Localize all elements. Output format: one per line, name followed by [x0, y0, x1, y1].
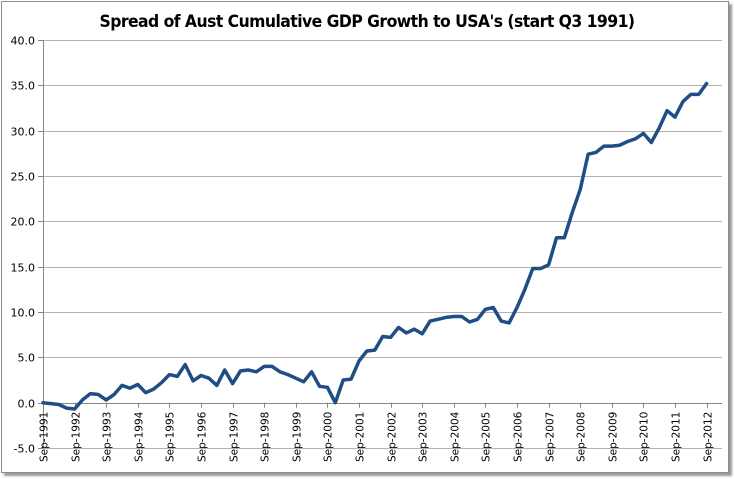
- y-tick-label: -5.0: [14, 443, 35, 456]
- y-tick-label: 30.0: [11, 126, 36, 139]
- x-tick-label: Sep-2009: [608, 412, 620, 462]
- x-tick-label: Sep-2002: [387, 412, 399, 462]
- y-tick-label: 5.0: [18, 352, 36, 365]
- y-axis-ticks: 40.0 35.0 30.0 25.0 20.0 15.0 10.0 5.0 0.0 -5.0: [11, 35, 43, 456]
- x-tick-label: Sep-2004: [450, 411, 462, 462]
- y-tick-label: 10.0: [11, 307, 36, 320]
- x-tick-label: Sep-1993: [102, 412, 114, 462]
- chart-frame: [1, 1, 729, 473]
- x-tick-label: Sep-2003: [418, 412, 430, 462]
- x-tick-label: Sep-2005: [481, 412, 493, 462]
- x-tick-label: Sep-1991: [39, 412, 51, 462]
- x-tick-label: Sep-2010: [639, 412, 651, 462]
- y-tick-label: 35.0: [11, 80, 36, 93]
- x-tick-label: Sep-1992: [71, 412, 83, 462]
- y-tick-label: 25.0: [11, 171, 36, 184]
- x-tick-label: Sep-2007: [545, 412, 557, 462]
- x-tick-label: Sep-1994: [134, 411, 146, 462]
- x-tick-label: Sep-2000: [323, 412, 335, 462]
- gridlines: [43, 40, 722, 449]
- series-line: [41, 81, 709, 411]
- x-tick-label: Sep-2012: [703, 412, 715, 462]
- y-tick-label: 15.0: [11, 262, 36, 275]
- x-tick-label: Sep-1995: [165, 412, 177, 462]
- x-tick-label: Sep-2006: [513, 411, 525, 462]
- series-layer: [41, 81, 709, 411]
- x-tick-label: Sep-1996: [197, 411, 209, 462]
- chart-title: Spread of Aust Cumulative GDP Growth to …: [99, 12, 635, 32]
- x-tick-label: Sep-2011: [671, 412, 683, 462]
- x-tick-label: Sep-1999: [292, 412, 304, 462]
- x-tick-label: Sep-2008: [576, 412, 588, 462]
- x-tick-label: Sep-2001: [355, 412, 367, 462]
- y-tick-label: 20.0: [11, 216, 36, 229]
- x-tick-label: Sep-1997: [229, 412, 241, 462]
- y-tick-label: 40.0: [11, 35, 36, 48]
- y-tick-label: 0.0: [18, 398, 36, 411]
- x-tick-label: Sep-1998: [260, 412, 272, 462]
- x-axis-ticks: Sep-1991 Sep-1992 Sep-1993 Sep-1994 Sep-1995…: [39, 402, 715, 462]
